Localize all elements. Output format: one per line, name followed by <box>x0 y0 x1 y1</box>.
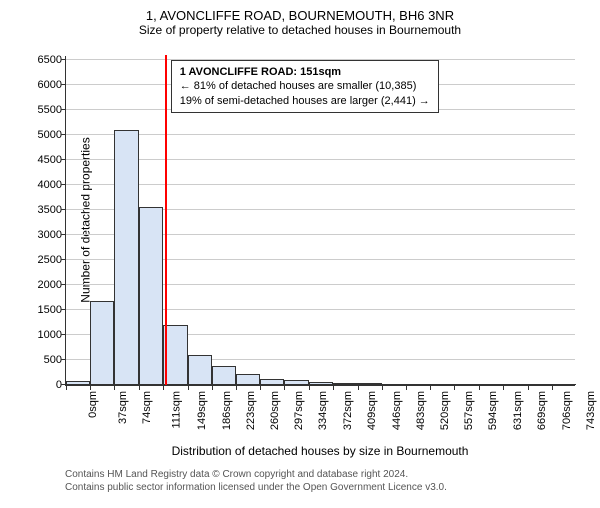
histogram-bar <box>284 380 308 385</box>
x-tick-mark <box>358 385 359 390</box>
x-tick-label: 669sqm <box>537 391 549 430</box>
x-tick-label: 631sqm <box>512 391 524 430</box>
x-tick-mark <box>479 385 480 390</box>
y-tick-label: 0 <box>56 379 66 391</box>
x-tick-mark <box>90 385 91 390</box>
x-tick-label: 372sqm <box>342 391 354 430</box>
y-tick-label: 4000 <box>38 179 66 191</box>
x-tick-mark <box>454 385 455 390</box>
x-tick-mark <box>163 385 164 390</box>
x-tick-label: 37sqm <box>117 391 129 424</box>
x-tick-label: 520sqm <box>439 391 451 430</box>
x-tick-label: 260sqm <box>269 391 281 430</box>
x-tick-mark <box>382 385 383 390</box>
histogram-bar <box>212 366 236 385</box>
y-tick-label: 1000 <box>38 329 66 341</box>
histogram-bar <box>309 382 333 386</box>
y-tick-label: 2000 <box>38 279 66 291</box>
y-tick-label: 500 <box>44 354 66 366</box>
x-tick-label: 557sqm <box>463 391 475 430</box>
x-tick-label: 334sqm <box>318 391 330 430</box>
x-tick-mark <box>114 385 115 390</box>
footer-line-1: Contains HM Land Registry data © Crown c… <box>65 468 447 481</box>
y-tick-label: 5500 <box>38 104 66 116</box>
annotation-box: 1 AVONCLIFFE ROAD: 151sqm← 81% of detach… <box>171 60 439 113</box>
copyright-footer: Contains HM Land Registry data © Crown c… <box>65 468 447 494</box>
histogram-bar <box>552 384 576 385</box>
x-tick-label: 74sqm <box>141 391 153 424</box>
x-tick-mark <box>139 385 140 390</box>
x-tick-mark <box>503 385 504 390</box>
y-tick-label: 3500 <box>38 204 66 216</box>
x-tick-label: 223sqm <box>245 391 257 430</box>
x-tick-label: 594sqm <box>488 391 500 430</box>
x-tick-mark <box>188 385 189 390</box>
histogram-bar <box>114 130 138 385</box>
y-tick-label: 6500 <box>38 54 66 66</box>
annotation-title: 1 AVONCLIFFE ROAD: 151sqm <box>180 65 430 79</box>
x-tick-label: 149sqm <box>197 391 209 430</box>
y-tick-label: 3000 <box>38 229 66 241</box>
y-tick-label: 1500 <box>38 304 66 316</box>
histogram-bar <box>163 325 187 385</box>
y-tick-label: 6000 <box>38 79 66 91</box>
x-tick-label: 483sqm <box>415 391 427 430</box>
x-tick-label: 0sqm <box>87 391 99 418</box>
histogram-bar <box>454 384 478 385</box>
x-tick-mark <box>284 385 285 390</box>
x-tick-label: 297sqm <box>293 391 305 430</box>
histogram-bar <box>382 384 406 385</box>
histogram-bar <box>66 381 90 385</box>
histogram-bar <box>188 355 212 386</box>
histogram-bar <box>358 383 382 385</box>
histogram-bar <box>236 374 260 386</box>
y-axis-label: Number of detached properties <box>79 137 93 302</box>
x-tick-mark <box>260 385 261 390</box>
x-tick-label: 186sqm <box>221 391 233 430</box>
y-tick-label: 5000 <box>38 129 66 141</box>
histogram-bar <box>479 384 503 385</box>
reference-line <box>165 55 167 385</box>
histogram-bar <box>260 379 284 385</box>
x-tick-label: 706sqm <box>561 391 573 430</box>
y-tick-label: 4500 <box>38 154 66 166</box>
chart-title: 1, AVONCLIFFE ROAD, BOURNEMOUTH, BH6 3NR <box>0 8 600 23</box>
chart-subtitle: Size of property relative to detached ho… <box>0 23 600 37</box>
x-tick-mark <box>430 385 431 390</box>
plot-area: 0500100015002000250030003500400045005000… <box>65 56 575 386</box>
annotation-line-2: 19% of semi-detached houses are larger (… <box>180 94 430 108</box>
x-tick-mark <box>552 385 553 390</box>
x-tick-mark <box>66 385 67 390</box>
x-tick-mark <box>309 385 310 390</box>
x-tick-mark <box>528 385 529 390</box>
histogram-bar <box>528 384 552 385</box>
x-axis-label: Distribution of detached houses by size … <box>65 444 575 458</box>
x-tick-mark <box>406 385 407 390</box>
x-tick-label: 743sqm <box>585 391 597 430</box>
histogram-bar <box>90 301 114 385</box>
x-tick-label: 446sqm <box>391 391 403 430</box>
histogram-chart: 1, AVONCLIFFE ROAD, BOURNEMOUTH, BH6 3NR… <box>0 8 600 508</box>
x-tick-mark <box>236 385 237 390</box>
x-tick-mark <box>333 385 334 390</box>
x-tick-label: 409sqm <box>367 391 379 430</box>
y-gridline <box>66 134 575 135</box>
y-tick-label: 2500 <box>38 254 66 266</box>
annotation-line-1: ← 81% of detached houses are smaller (10… <box>180 79 430 93</box>
histogram-bar <box>139 207 163 386</box>
histogram-bar <box>430 384 454 385</box>
y-gridline <box>66 159 575 160</box>
x-tick-mark <box>212 385 213 390</box>
histogram-bar <box>406 384 430 385</box>
x-tick-label: 111sqm <box>170 391 182 429</box>
histogram-bar <box>333 383 357 386</box>
histogram-bar <box>503 384 527 385</box>
footer-line-2: Contains public sector information licen… <box>65 481 447 494</box>
y-gridline <box>66 184 575 185</box>
